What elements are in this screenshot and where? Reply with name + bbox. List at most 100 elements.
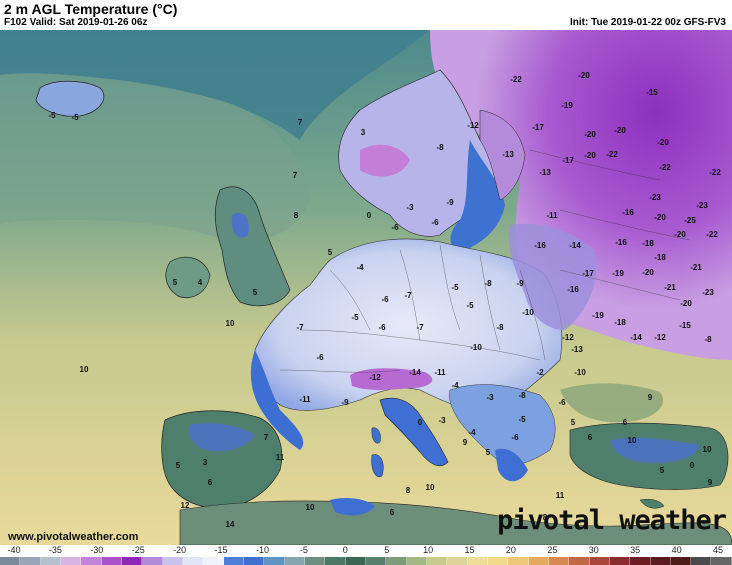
balkans <box>449 384 556 466</box>
temperature-label: -7 <box>416 323 424 332</box>
cyprus <box>639 499 665 509</box>
temperature-label: -11 <box>299 395 311 404</box>
temperature-label: -5 <box>351 313 359 322</box>
temperature-label: -22 <box>606 150 618 159</box>
temperature-label: -10 <box>522 308 534 317</box>
temperature-label: 4 <box>198 278 203 287</box>
colorbar-swatch <box>325 557 346 565</box>
temperature-label: 8 <box>543 513 548 522</box>
colorbar-swatch <box>345 557 366 565</box>
temperature-label: -14 <box>630 333 642 342</box>
colorbar-tick-label: -40 <box>7 545 21 555</box>
temperature-label: -23 <box>702 288 714 297</box>
temperature-label: -16 <box>615 238 627 247</box>
temperature-label: -5 <box>518 415 526 424</box>
colorbar-swatch <box>569 557 590 565</box>
temperature-label: -10 <box>470 343 482 352</box>
temperature-label: 9 <box>648 393 653 402</box>
temperature-label: 6 <box>623 418 628 427</box>
greece <box>495 448 528 482</box>
colorbar-tick-label: 35 <box>630 545 641 555</box>
temperature-label: -5 <box>48 111 56 120</box>
temperature-label: 6 <box>390 508 395 517</box>
temperature-label: -10 <box>574 368 586 377</box>
temperature-label: -9 <box>516 279 524 288</box>
temperature-label: -4 <box>356 263 364 272</box>
temperature-label: -22 <box>659 163 671 172</box>
colorbar-tick-label: 40 <box>671 545 682 555</box>
colorbar-tick-label: 0 <box>342 545 348 555</box>
temperature-label: 8 <box>294 211 299 220</box>
temperature-label: -14 <box>569 241 581 250</box>
colorbar-swatch <box>528 557 549 565</box>
temperature-label: -8 <box>436 143 444 152</box>
temperature-label: -17 <box>532 123 544 132</box>
colorbar-swatch <box>508 557 529 565</box>
colorbar-swatch <box>426 557 448 565</box>
temperature-label: 0 <box>690 461 695 470</box>
temperature-label: 9 <box>463 438 468 447</box>
russia-cold-region <box>430 30 732 360</box>
init-time: Init: Tue 2019-01-22 00z GFS-FV3 <box>570 17 726 28</box>
atlas-cold-spot <box>330 498 375 516</box>
temperature-label: -6 <box>511 433 519 442</box>
temperature-label: -8 <box>704 335 712 344</box>
temperature-label: 7 <box>293 171 298 180</box>
temperature-label: 10 <box>306 503 315 512</box>
colorbar-swatch <box>650 557 671 565</box>
temperature-label: 5 <box>571 418 576 427</box>
brand-logo: pivotal weather <box>497 505 727 536</box>
temperature-label: 3 <box>203 458 208 467</box>
temperature-map[interactable]: -5 -5 7 3 7 8 5 10 5 4 5 10 0 -6 -4 -6 -7 -5 -6 -11 -9 -12 -14… <box>0 30 732 545</box>
temperature-label: -4 <box>451 381 459 390</box>
temperature-label: -6 <box>558 398 566 407</box>
temperature-label: -7 <box>296 323 304 332</box>
colorbar-swatch <box>264 557 285 565</box>
temperature-label: 7 <box>264 433 269 442</box>
alps-cold-core <box>350 368 433 390</box>
temperature-label: -12 <box>369 373 381 382</box>
north-atlantic-cold <box>0 30 430 140</box>
temperature-label: -9 <box>341 398 349 407</box>
finland <box>479 109 526 201</box>
temperature-label: -20 <box>674 230 686 239</box>
colorbar-tick-label: -35 <box>48 545 62 555</box>
colorbar-tick-label: 5 <box>384 545 390 555</box>
temperature-label: -3 <box>438 416 446 425</box>
temperature-label: -19 <box>592 311 604 320</box>
temperature-label: -5 <box>71 113 79 122</box>
temperature-label: 11 <box>556 491 565 500</box>
colorbar-swatch <box>223 557 244 565</box>
color-scale-bar: -40 -35 -30 -25 -20 -15 -10 -5 0 5 10 15 20 25 30 35 40 4… <box>0 545 732 565</box>
temperature-label: -12 <box>467 121 479 130</box>
colorbar-swatch <box>406 557 427 565</box>
colorbar-swatch <box>0 557 21 565</box>
norway-cold-core <box>360 144 410 177</box>
temperature-label: -5 <box>451 283 459 292</box>
colorbar-swatch <box>60 557 82 565</box>
country-borders <box>279 149 691 373</box>
colorbar-swatch <box>182 557 204 565</box>
colorbar-tick-label: -10 <box>255 545 269 555</box>
colorbar-swatch <box>284 557 305 565</box>
colorbar-tick-label: 15 <box>464 545 475 555</box>
temperature-label: 14 <box>226 520 235 529</box>
temperature-label: -20 <box>657 138 669 147</box>
colorbar-swatch <box>447 557 468 565</box>
website-url[interactable]: www.pivotalweather.com <box>8 531 139 543</box>
colorbar-tick-label: -5 <box>299 545 308 555</box>
colorbar-swatch <box>711 557 732 565</box>
temperature-label: -12 <box>562 333 574 342</box>
temperature-label: -23 <box>696 201 708 210</box>
italy <box>379 397 449 467</box>
temperature-label: -13 <box>502 150 514 159</box>
temperature-label: 8 <box>406 486 411 495</box>
temperature-label: -11 <box>546 211 558 220</box>
colorbar-tick-labels: -40 -35 -30 -25 -20 -15 -10 -5 0 5 10 15 20 25 30 35 40 4… <box>0 545 732 557</box>
colorbar-tick-label: -20 <box>173 545 187 555</box>
colorbar-swatch <box>203 557 224 565</box>
north-africa <box>179 500 732 545</box>
temperature-label: -20 <box>584 130 596 139</box>
temperature-label: -20 <box>680 299 692 308</box>
temperature-label: 0 <box>418 418 423 427</box>
